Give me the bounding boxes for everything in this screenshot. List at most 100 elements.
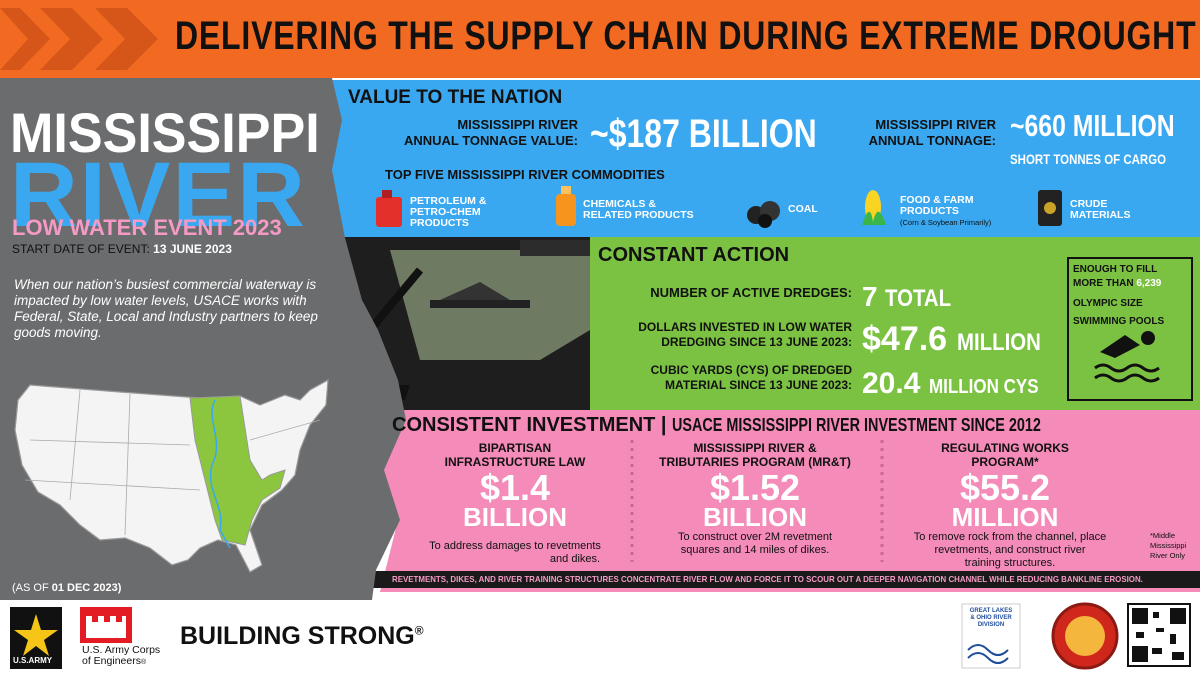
label-line: FOOD & FARM	[900, 194, 974, 206]
label-line: MATERIALS	[1070, 209, 1131, 221]
name-line: BIPARTISAN	[478, 441, 552, 455]
footnote-line: River Only	[1150, 551, 1186, 560]
chevron	[40, 8, 103, 70]
pools-line: SWIMMING POOLS	[1073, 316, 1165, 327]
start-label: START DATE OF EVENT:	[12, 242, 150, 256]
description-line: To remove rock from the channel, place	[913, 531, 1107, 543]
pools-line: OLYMPIC SIZE	[1073, 298, 1143, 309]
label-line: MISSISSIPPI RIVER	[875, 117, 996, 132]
column-unit: BILLION	[463, 502, 567, 532]
label-line: ANNUAL TONNAGE:	[868, 133, 996, 148]
army-star	[14, 614, 58, 656]
chevron	[95, 8, 158, 70]
action-title: CONSTANT ACTION	[598, 244, 790, 266]
column-name: REGULATING WORKS PROGRAM*	[885, 441, 1125, 469]
title-river: RIVER	[10, 144, 307, 246]
stat2-value: ~660 MILLION	[1010, 108, 1175, 143]
column-unit: BILLION	[703, 502, 807, 532]
as-of-date: 01 DEC 2023)	[51, 582, 122, 594]
usace-line-text: of Engineers	[82, 655, 141, 667]
fuel-can-spout	[382, 190, 392, 198]
row-unit: TOTAL	[885, 285, 952, 312]
district-seal-center	[1065, 616, 1105, 656]
qr-pattern	[1132, 608, 1186, 662]
description-line: and dikes.	[549, 553, 601, 565]
barge	[430, 300, 530, 308]
investment-subtitle: USACE MISSISSIPPI RIVER INVESTMENT SINCE…	[672, 415, 1041, 435]
army-text: U.S.ARMY	[13, 656, 53, 665]
river-states	[189, 395, 286, 546]
label-line: CRUDE	[1070, 198, 1108, 210]
barrel-badge	[1044, 202, 1056, 214]
investment-band	[380, 410, 1200, 592]
column-amount: $1.52	[709, 467, 801, 508]
water-waves	[1094, 363, 1160, 383]
usace-mark: ®	[140, 659, 147, 666]
description-line: To address damages to revetments	[429, 540, 601, 552]
usace-line: of Engineers®	[82, 656, 160, 668]
start-value: 13 JUNE 2023	[153, 242, 232, 256]
swimmer-body	[1100, 335, 1140, 358]
label-line: MATERIAL SINCE 13 JUNE 2023:	[665, 378, 852, 392]
state-line	[29, 439, 191, 446]
row-number: 20.4	[862, 367, 921, 400]
name-line: PROGRAM*	[971, 455, 1039, 469]
name-line: REGULATING WORKS	[941, 441, 1069, 455]
qr-module	[1170, 634, 1176, 644]
label-line: RELATED PRODUCTS	[583, 209, 694, 221]
qr-module	[1152, 648, 1162, 654]
slogan-text: BUILDING STRONG	[180, 622, 415, 650]
division-waves	[967, 644, 1009, 664]
fuel-can-icon	[376, 197, 402, 227]
chemical-bottle-icon	[556, 194, 576, 226]
header-chevrons	[0, 8, 158, 70]
row-number: 7	[862, 281, 878, 312]
label-line: DREDGING SINCE 13 JUNE 2023:	[661, 335, 852, 349]
label-line: ANNUAL TONNAGE VALUE:	[403, 133, 578, 148]
commodity-label: CRUDE MATERIALS	[1070, 199, 1130, 221]
chemical-bottle-cap	[561, 186, 571, 194]
qr-module	[1172, 652, 1184, 660]
division-line: & OHIO RIVER	[970, 615, 1012, 621]
stat1-label: MISSISSIPPI RIVER ANNUAL TONNAGE VALUE:	[378, 117, 578, 149]
qr-module	[1136, 632, 1144, 638]
chevron	[0, 8, 50, 70]
stat1-value: ~$187 BILLION	[590, 112, 817, 156]
row-label: DOLLARS INVESTED IN LOW WATER DREDGING SI…	[600, 320, 852, 350]
state-line	[249, 419, 321, 441]
barge-load	[440, 282, 510, 300]
header-title: DELIVERING THE SUPPLY CHAIN DURING EXTRE…	[175, 14, 1197, 58]
row-value: 20.4 MILLION CYS	[862, 367, 1058, 401]
state-line	[24, 479, 201, 491]
pools-line: ENOUGH TO FILL	[1073, 264, 1158, 275]
division-text: GREAT LAKES & OHIO RIVER DIVISION	[963, 608, 1019, 629]
title-separator: |	[660, 414, 667, 436]
investment-title-text: CONSISTENT INVESTMENT	[392, 414, 656, 436]
label-line: PETROLEUM &	[410, 195, 487, 207]
corn-leaves	[862, 211, 886, 225]
pools-box	[1067, 257, 1193, 401]
as-of-label: (AS OF	[12, 582, 49, 594]
us-map	[14, 378, 329, 573]
ship-deck	[520, 240, 590, 256]
usace-line: U.S. Army Corps	[82, 644, 161, 656]
intro-text: When our nation’s busiest commercial wat…	[14, 277, 318, 340]
dredge-arm	[366, 267, 424, 333]
state-line	[69, 389, 81, 501]
description-line: revetments, and construct river	[934, 544, 1086, 556]
pools-count: 6,239	[1136, 278, 1162, 289]
division-line: GREAT LAKES	[969, 608, 1013, 614]
label-line: DOLLARS INVESTED IN LOW WATER	[638, 320, 852, 334]
label-line: PRODUCTS	[900, 205, 959, 217]
name-line: TRIBUTARIES PROGRAM (MR&T)	[659, 455, 851, 469]
qr-finder	[1170, 608, 1186, 624]
description-line: To construct over 2M revetment	[677, 531, 833, 543]
commodity-note: (Corn & Soybean Primarily)	[900, 218, 992, 227]
qr-module	[1153, 612, 1159, 618]
name-line: INFRASTRUCTURE LAW	[444, 455, 586, 469]
commodity-label: PETROLEUM & PETRO-CHEM PRODUCTS	[410, 196, 486, 229]
division-line: DIVISION	[977, 622, 1005, 628]
